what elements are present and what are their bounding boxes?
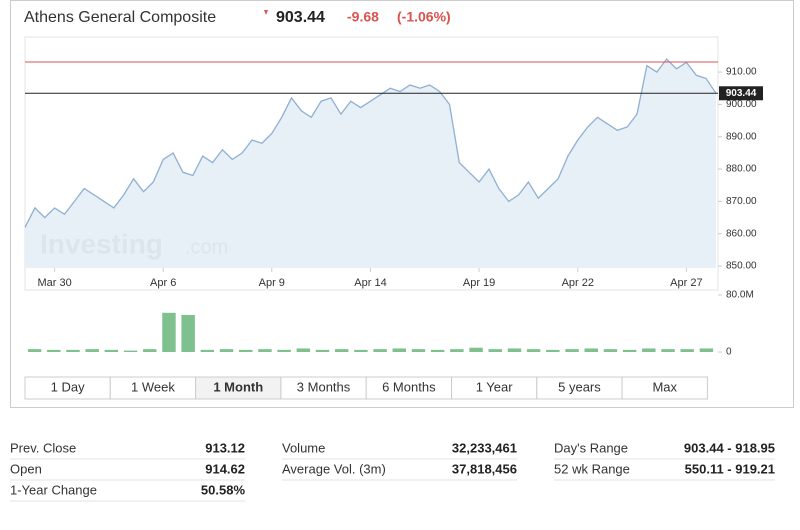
volume-bar <box>507 348 522 352</box>
stat-value: 913.12 <box>205 440 245 455</box>
tab-label[interactable]: Max <box>652 379 677 394</box>
price-tag <box>719 86 763 101</box>
tab[interactable] <box>621 376 708 400</box>
y-tick-label: 870.00 <box>726 196 757 207</box>
volume-bar <box>392 348 407 352</box>
widget-frame <box>10 0 794 408</box>
x-tick-label: Apr 9 <box>259 277 285 289</box>
stat-label: Volume <box>282 440 325 455</box>
stat-value: 50.58% <box>201 482 246 497</box>
volume-bar <box>104 349 119 352</box>
title: Athens General Composite <box>24 9 216 26</box>
volume-bar <box>584 348 598 352</box>
volume-bar <box>680 349 694 352</box>
area <box>25 59 716 268</box>
volume-bar <box>219 349 234 352</box>
stat-value: 37,818,456 <box>452 461 517 476</box>
volume-bar <box>603 349 618 352</box>
tab-label[interactable]: 1 Week <box>131 379 175 394</box>
volume-bar <box>488 349 502 352</box>
volume-bar <box>622 349 637 352</box>
stat-label: 1-Year Change <box>10 482 97 497</box>
tabs: 1 Day 1 Week 1 Month 3 Months 6 Months 1 Year… <box>24 376 708 400</box>
stat-label: Open <box>10 461 42 476</box>
stat-value: 32,233,461 <box>452 440 517 455</box>
x-tick-label: Apr 22 <box>562 277 594 289</box>
volume-bar <box>181 314 195 352</box>
stat-value: 914.62 <box>205 461 245 476</box>
volume-bar <box>354 349 368 352</box>
price: 903.44 <box>276 9 325 26</box>
tab-label[interactable]: 3 Months <box>297 379 351 394</box>
x-tick-label: Mar 30 <box>37 277 71 289</box>
change: -9.68 <box>347 9 379 25</box>
volume-bar <box>430 349 445 352</box>
stat-value: 550.11 - 919.21 <box>685 461 775 476</box>
chart: Investing.com850.00860.00870.00880.00890… <box>24 58 763 358</box>
stats: Prev. Close 913.12 Volume 32,233,461 Day's R… <box>10 440 775 502</box>
volume-bar <box>699 348 714 352</box>
volume-bar <box>469 347 483 352</box>
volume-bar <box>450 349 464 352</box>
volume-bar <box>334 349 349 352</box>
tab-label[interactable]: 1 Day <box>51 379 85 394</box>
volume-bar <box>642 348 656 352</box>
volume-bar <box>239 349 253 352</box>
down-arrow <box>264 10 268 15</box>
volume-bar <box>85 349 99 352</box>
y-tick-label: 910.00 <box>726 67 757 78</box>
volume-bar <box>258 349 272 352</box>
plot-frame <box>24 36 719 291</box>
volume-tick-label: 80.0M <box>726 290 754 301</box>
volume-bar <box>526 349 541 352</box>
volume-bar <box>411 349 426 352</box>
volume-bar <box>661 349 675 352</box>
volume-bar <box>143 349 157 352</box>
x-tick-label: Apr 14 <box>354 277 386 289</box>
y-tick-label: 890.00 <box>726 131 757 142</box>
y-tick-label: 860.00 <box>726 228 757 239</box>
volume-tick-label: 0 <box>726 347 732 358</box>
stat-label: 52 wk Range <box>554 461 630 476</box>
tab-label[interactable]: 1 Month <box>213 379 263 394</box>
volume-bar <box>277 349 291 352</box>
y-tick-label: 880.00 <box>726 164 757 175</box>
volume-bar <box>200 349 215 352</box>
price-line <box>24 58 717 228</box>
volume-bar <box>27 349 42 352</box>
volume-bar <box>123 350 138 352</box>
volume-bar <box>47 349 61 352</box>
x-tick-label: Apr 27 <box>670 277 702 289</box>
x-tick-label: Apr 19 <box>463 277 495 289</box>
y-tick-label: 900.00 <box>726 99 757 110</box>
tab-label[interactable]: 6 Months <box>382 379 436 394</box>
volume-bar <box>565 349 579 352</box>
stat-label: Average Vol. (3m) <box>282 461 386 476</box>
tab-label[interactable]: 5 years <box>558 379 601 394</box>
stat-value: 903.44 - 918.95 <box>684 440 775 455</box>
tab-label[interactable]: 1 Year <box>476 379 514 394</box>
x-tick-label: Apr 6 <box>150 277 176 289</box>
volume-bar <box>373 349 387 352</box>
y-tick-label: 850.00 <box>726 261 757 272</box>
change-percent: (-1.06%) <box>397 9 451 25</box>
volume-bar <box>162 312 176 352</box>
volume-bar <box>315 349 330 352</box>
volume-bar <box>296 348 311 352</box>
price-tag-label: 903.44 <box>726 88 757 99</box>
stat-label: Day's Range <box>554 440 628 455</box>
stat-label: Prev. Close <box>10 440 76 455</box>
volume-bar <box>66 349 80 352</box>
volume-bar <box>546 349 560 352</box>
